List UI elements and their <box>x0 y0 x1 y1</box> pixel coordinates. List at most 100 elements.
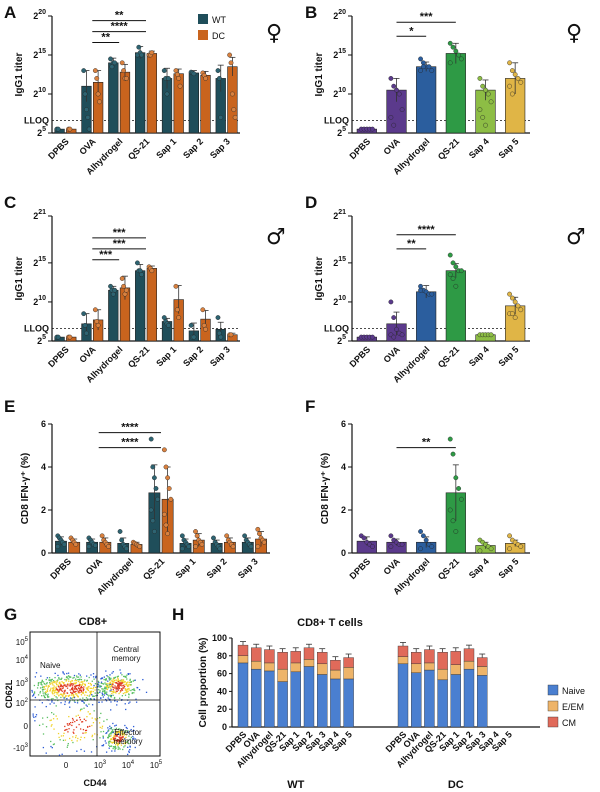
panel-c-sig-label: *** <box>113 227 127 239</box>
flow-event-dot <box>135 698 137 700</box>
flow-event-dot <box>44 688 46 690</box>
flow-event-dot <box>66 687 69 689</box>
flow-event-dot <box>33 691 36 693</box>
flow-event-dot <box>75 685 77 687</box>
flow-event-dot <box>109 725 111 727</box>
flow-event-dot <box>45 678 47 681</box>
flow-event-dot <box>125 683 128 685</box>
panel-b-qs21-point <box>456 52 462 58</box>
flow-event-dot <box>123 733 125 735</box>
panel-h-cm-segment <box>290 651 301 664</box>
flow-event-dot <box>78 716 81 719</box>
panel-h-ytick-label: 20 <box>217 704 227 714</box>
panel-f-ova-point <box>388 533 394 539</box>
flow-event-dot <box>74 701 76 704</box>
flow-event-dot <box>111 750 113 752</box>
panel-b-xcat-label: OVA <box>382 136 403 157</box>
panel-f-ova-point <box>399 542 405 547</box>
flow-event-dot <box>83 701 85 704</box>
panel-a-wt-point <box>136 44 142 50</box>
panel-f-alhydrogel-point <box>420 533 426 539</box>
panel-e-dc-point <box>261 539 267 545</box>
flow-event-dot <box>74 687 76 690</box>
panel-b-ytick-label: 215 <box>333 48 346 60</box>
panel-d-ytick-label: 25 <box>337 334 346 346</box>
flow-event-dot <box>51 682 53 684</box>
flow-event-dot <box>74 686 77 689</box>
panel-d-xcat-label: OVA <box>382 344 403 365</box>
flow-event-dot <box>51 724 53 726</box>
flow-event-dot <box>102 688 104 690</box>
flow-event-dot <box>111 729 113 731</box>
flow-event-dot <box>60 689 63 691</box>
flow-event-dot <box>112 684 114 686</box>
panel-h-cm-segment <box>397 645 409 657</box>
flow-event-dot <box>90 698 93 701</box>
flow-event-dot <box>73 729 75 731</box>
panel-d-sap5-point <box>509 311 515 317</box>
flow-event-dot <box>31 695 34 697</box>
flow-event-dot <box>95 695 97 697</box>
panel-d-sap5-point <box>509 295 515 301</box>
flow-event-dot <box>64 701 66 703</box>
panel-d-ova-point <box>391 315 397 320</box>
flow-event-dot <box>82 728 85 731</box>
flow-event-dot <box>37 683 40 685</box>
panel-h-naive-segment <box>411 672 422 728</box>
flow-event-dot <box>61 753 63 755</box>
panel-b-sap4-point <box>480 83 486 89</box>
flow-event-dot <box>52 688 54 690</box>
flow-event-dot <box>95 675 97 678</box>
panel-a-sig-label: **** <box>111 21 129 33</box>
panel-a-wt-point <box>161 68 167 74</box>
flow-event-dot <box>104 692 106 695</box>
panel-b-ytick-label-exp: 5 <box>342 126 346 133</box>
flow-event-dot <box>47 688 49 690</box>
flow-event-dot <box>81 681 84 683</box>
panel-a-xcat-label: DPBS <box>46 136 71 161</box>
panel-d-sap4-point <box>488 332 494 338</box>
panel-h-naive-segment <box>397 663 409 728</box>
flow-event-dot <box>52 693 54 695</box>
flow-event-dot <box>75 715 77 717</box>
flow-event-dot <box>67 724 69 726</box>
flow-event-dot <box>104 686 106 688</box>
panel-f-ytick-label: 2 <box>341 505 346 515</box>
panel-f-sap4-point <box>477 548 483 554</box>
flow-event-dot <box>110 741 112 743</box>
flow-event-dot <box>113 736 115 738</box>
panel-h-naive-segment <box>424 669 435 728</box>
flow-event-dot <box>122 684 125 686</box>
flow-event-dot <box>136 686 138 689</box>
flow-event-dot <box>92 739 94 741</box>
flow-event-dot <box>125 741 127 744</box>
flow-event-dot <box>104 740 106 742</box>
flow-event-dot <box>77 737 79 740</box>
flow-event-dot <box>82 692 85 694</box>
panel-h-ylabel: Cell proportion (%) <box>198 638 209 728</box>
flow-event-dot <box>42 733 45 735</box>
flow-event-dot <box>92 673 95 675</box>
flow-event-dot <box>43 694 45 696</box>
panel-h-eem-segment <box>317 663 328 675</box>
flow-event-dot <box>81 686 83 689</box>
panel-h-cm-segment <box>317 652 328 665</box>
flow-event-dot <box>128 751 130 754</box>
flow-event-dot <box>36 687 39 689</box>
flow-event-dot <box>43 695 45 698</box>
panel-b-sap4-point <box>483 122 488 128</box>
panel-e-wt-point <box>55 544 61 549</box>
flow-event-dot <box>32 715 34 717</box>
flow-event-dot <box>121 689 124 691</box>
panel-d-sap5-point <box>512 315 518 320</box>
flow-event-dot <box>111 690 113 693</box>
panel-c-ytick-label-base: 2 <box>33 297 38 307</box>
flow-event-dot <box>92 688 94 690</box>
flow-event-dot <box>72 694 75 696</box>
flow-event-dot <box>131 688 134 691</box>
flow-event-dot <box>60 693 62 696</box>
flow-event-dot <box>60 735 63 737</box>
flow-ytick-label: 104 <box>16 655 29 665</box>
panel-a-wt-point <box>81 68 87 74</box>
panel-a-ytick-label-base: 2 <box>33 89 38 99</box>
